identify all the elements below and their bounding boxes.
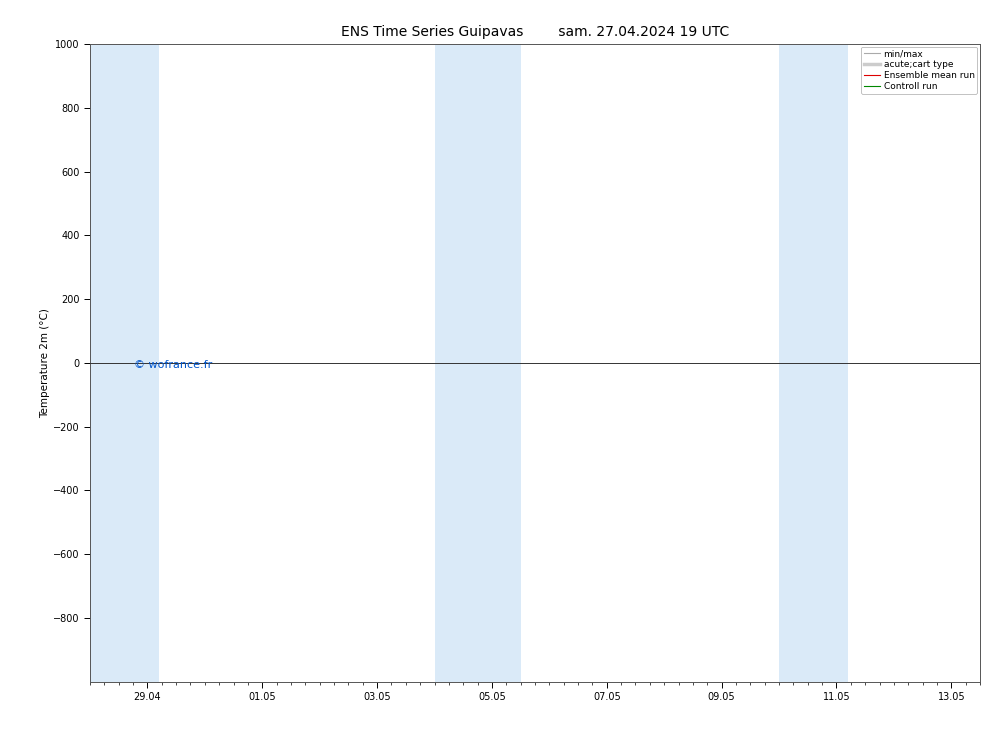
- Legend: min/max, acute;cart type, Ensemble mean run, Controll run: min/max, acute;cart type, Ensemble mean …: [861, 47, 977, 94]
- Text: © wofrance.fr: © wofrance.fr: [134, 360, 213, 369]
- Y-axis label: Temperature 2m (°C): Temperature 2m (°C): [40, 308, 50, 418]
- Bar: [90, 44, 159, 682]
- Bar: [435, 44, 521, 682]
- Bar: [779, 44, 848, 682]
- Title: ENS Time Series Guipavas        sam. 27.04.2024 19 UTC: ENS Time Series Guipavas sam. 27.04.2024…: [341, 25, 729, 39]
